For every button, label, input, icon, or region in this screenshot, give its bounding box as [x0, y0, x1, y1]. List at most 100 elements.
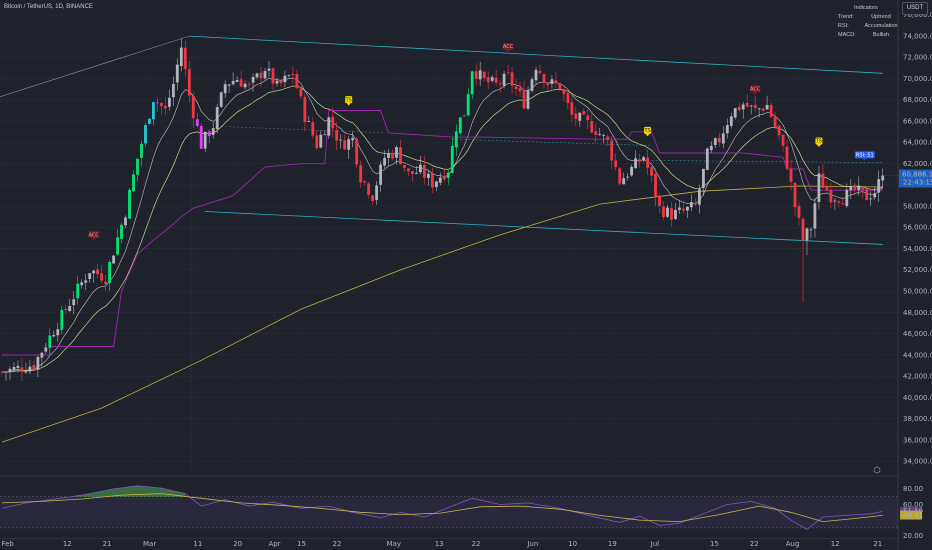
candle-body	[359, 165, 363, 183]
candle-body	[379, 164, 382, 185]
indicator-value: Bullish	[872, 32, 890, 38]
signal-value-tag	[900, 510, 922, 520]
candle-body	[156, 102, 159, 104]
y-tick-label: 70,000.00	[903, 75, 932, 83]
candle-body	[271, 68, 275, 84]
rsi-label-badge	[854, 151, 875, 159]
x-tick-label: Jul	[650, 540, 660, 548]
candle-body	[658, 195, 661, 206]
candle-body	[168, 97, 171, 107]
trend-channel	[189, 35, 883, 245]
candle-body	[861, 187, 865, 190]
candle-body	[841, 203, 845, 205]
candle-body	[84, 280, 88, 283]
candle-body	[765, 105, 769, 110]
candle-body	[530, 79, 534, 91]
candle-body	[227, 84, 231, 86]
candle-body	[435, 181, 438, 187]
indicator-label: RSI:	[838, 23, 849, 29]
candle-body	[598, 134, 602, 136]
currency-button[interactable]: USDT	[902, 2, 928, 15]
candle-body	[546, 82, 550, 86]
candle-body	[438, 177, 442, 183]
candle-body	[172, 84, 175, 98]
candle-body	[494, 77, 498, 83]
x-tick-label: 12	[63, 540, 72, 548]
candle-body	[638, 159, 641, 162]
candle-body	[48, 335, 52, 348]
rsi-label-text: RSI: 51	[856, 153, 874, 159]
candle-body	[108, 262, 111, 283]
candle-body	[239, 79, 243, 87]
candle-body	[383, 157, 386, 166]
candle-body	[662, 206, 665, 217]
candle-body	[104, 281, 107, 284]
candle-body	[821, 173, 825, 188]
candle-body	[602, 134, 606, 136]
rsi-tick-label: 60.00	[903, 501, 923, 509]
indicator-value: Accumulation	[864, 23, 898, 29]
dashed-level-line	[221, 126, 385, 134]
candle-body	[327, 117, 331, 136]
candle-body	[44, 347, 48, 352]
channel-upper-line	[189, 35, 883, 74]
ema-fast-line	[1, 77, 883, 373]
candle-body	[387, 153, 390, 158]
candle-body	[777, 125, 781, 136]
candle-body	[682, 208, 685, 211]
indicator-row-macd: MACD: Bullish	[834, 31, 898, 40]
candle-body	[275, 80, 279, 84]
candle-body	[773, 116, 777, 127]
candle-body	[474, 71, 478, 79]
rsi-tick-label: 80.00	[903, 485, 923, 493]
candle-body	[502, 73, 506, 86]
candle-body	[801, 218, 805, 241]
candle-body	[674, 209, 677, 219]
signal-marker-text: TS	[643, 128, 650, 134]
signal-marker-box	[644, 126, 652, 134]
candle-body	[729, 116, 733, 126]
candle-body	[709, 145, 713, 151]
candle-body	[60, 309, 64, 330]
candle-body	[678, 207, 681, 210]
candle-body	[4, 371, 8, 373]
candle-body	[323, 134, 327, 136]
candle-body	[590, 121, 594, 133]
candle-body	[626, 176, 629, 178]
candle-body	[745, 103, 749, 107]
candle-body	[36, 357, 40, 370]
rsi-line	[1, 485, 883, 530]
signal-marker-text: TS	[815, 139, 822, 145]
y-tick-label: 64,000.00	[903, 139, 932, 147]
candle-body	[355, 138, 359, 165]
indicator-value: Uptrend	[871, 14, 891, 20]
y-tick-label: 52,000.00	[903, 266, 932, 274]
candle-body	[454, 131, 458, 148]
dashed-level-line	[651, 160, 883, 163]
candle-body	[482, 71, 486, 78]
candle-body	[789, 168, 793, 182]
candle-body	[203, 131, 207, 149]
candle-body	[630, 166, 633, 176]
x-tick-label: Mar	[143, 540, 156, 548]
candle-body	[849, 186, 853, 191]
candle-body	[347, 139, 351, 150]
candle-body	[785, 146, 789, 169]
candle-body	[737, 106, 741, 111]
candle-body	[24, 371, 28, 373]
signal-marker-pointer	[645, 133, 650, 137]
candle-body	[458, 117, 462, 134]
candle-body	[713, 138, 717, 145]
candle-body	[642, 157, 645, 161]
y-tick-label: 62,000.00	[903, 160, 932, 168]
candle-body	[423, 165, 426, 178]
candle-body	[28, 366, 32, 372]
candle-body	[132, 174, 135, 192]
candle-body	[817, 173, 821, 203]
candle-body	[235, 80, 239, 82]
candles	[0, 38, 885, 382]
candle-body	[566, 92, 570, 103]
candle-body	[164, 105, 167, 109]
candle-body	[570, 102, 574, 115]
